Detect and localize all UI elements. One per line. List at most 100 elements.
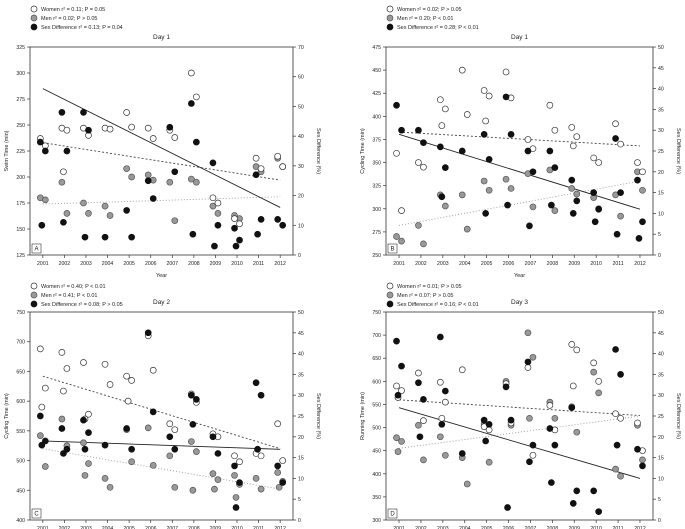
diff-point <box>254 445 261 453</box>
diff-point <box>573 197 581 205</box>
x-tick-label: 2008 <box>188 526 200 529</box>
women-point <box>612 120 619 128</box>
men-point <box>63 210 71 217</box>
diff-point <box>639 218 646 226</box>
legend-marker-women <box>30 282 38 290</box>
y-tick-label: 300 <box>372 518 381 524</box>
chart-title: Day 2 <box>153 299 170 306</box>
y-tick-label: 200 <box>16 175 25 181</box>
women-point <box>393 382 400 390</box>
women-point <box>438 414 446 422</box>
diff-point <box>524 358 532 366</box>
men-point <box>441 451 449 459</box>
diff-point <box>569 500 577 507</box>
y2-tick-label: 50 <box>298 310 304 316</box>
women-point <box>60 387 67 395</box>
men-point <box>80 199 87 207</box>
women-point <box>573 133 581 141</box>
y-tick-label: 425 <box>372 91 381 97</box>
men-point <box>524 329 532 337</box>
legend-marker-men <box>30 291 38 299</box>
legend-label-diff: Sex Difference r² = 0.13; P = 0.04 <box>41 25 123 31</box>
x-tick-label: 2011 <box>612 526 623 529</box>
diff-point <box>214 221 222 229</box>
diff-point <box>415 379 422 387</box>
x-tick-label: 2012 <box>634 526 646 529</box>
y2-tick-label: 10 <box>658 476 664 482</box>
y2-tick-label: 50 <box>298 104 304 110</box>
diff-point <box>257 215 265 223</box>
diff-point <box>551 441 559 449</box>
legend-marker-men <box>30 14 38 22</box>
diff-point <box>81 445 89 453</box>
men-point <box>394 448 402 455</box>
diff-point <box>595 205 603 213</box>
legend-label-women: Women r² = 0.11; P = 0.05 <box>41 7 105 13</box>
y2-tick-label: 45 <box>658 331 664 337</box>
men-point <box>128 458 135 466</box>
men-point <box>463 480 471 488</box>
women-point <box>279 457 287 464</box>
men-point <box>209 470 217 477</box>
diff-point <box>211 242 218 250</box>
women-point <box>436 96 444 104</box>
women-point <box>106 381 114 388</box>
women-point <box>236 458 243 466</box>
diff-point <box>274 215 282 223</box>
diff-point <box>189 420 197 428</box>
diff-point <box>232 242 240 250</box>
x-tick-label: 2005 <box>481 261 493 267</box>
legend-marker-women <box>30 5 38 13</box>
men-trend-line <box>42 196 281 205</box>
y2-tick-label: 35 <box>658 107 664 113</box>
y2-tick-label: 50 <box>658 310 664 316</box>
y-tick-label: 275 <box>16 97 25 103</box>
diff-point <box>188 100 195 107</box>
diff-point <box>524 147 532 155</box>
diff-point <box>612 135 619 142</box>
men-point <box>58 178 66 186</box>
diff-trend-line <box>398 133 641 210</box>
diff-point <box>526 222 533 230</box>
x-tick-label: 2008 <box>188 261 200 267</box>
diff-point <box>569 210 577 217</box>
y-axis-label: Running Time (min) <box>360 392 366 440</box>
women-point <box>193 93 200 101</box>
x-tick-label: 2004 <box>102 526 114 529</box>
y2-tick-label: 45 <box>658 66 664 72</box>
legend-marker-diff <box>30 300 38 308</box>
y2-axis-label: Sex Difference (%) <box>315 393 321 439</box>
legend-marker-diff <box>386 23 394 31</box>
y2-tick-label: 10 <box>298 476 304 482</box>
panel-letter: D <box>390 512 395 518</box>
women-point <box>595 377 603 385</box>
x-tick-label: 2001 <box>37 261 49 267</box>
diff-point <box>639 462 646 470</box>
men-point <box>166 178 174 186</box>
diff-point <box>529 441 537 449</box>
diff-point <box>189 230 197 238</box>
diff-point <box>279 221 287 229</box>
diff-point <box>504 201 511 209</box>
diff-point <box>188 391 195 399</box>
diff-point <box>123 425 130 432</box>
diff-point <box>507 131 515 138</box>
x-tick-label: 2003 <box>437 261 449 267</box>
y2-tick-label: 40 <box>658 352 664 358</box>
x-tick-label: 2008 <box>547 261 559 267</box>
women-point <box>58 349 66 356</box>
men-point <box>171 217 179 225</box>
legend-marker-men <box>386 291 394 299</box>
diff-point <box>63 147 71 155</box>
men-point <box>415 222 422 229</box>
y2-tick-label: 20 <box>658 170 664 176</box>
diff-point <box>393 337 400 345</box>
women-point <box>123 372 130 380</box>
x-tick-label: 2003 <box>80 526 92 529</box>
legend-label-women: Women r² = 0.02; P > 0.05 <box>397 7 462 13</box>
y-tick-label: 350 <box>372 495 381 501</box>
panel-letter-box <box>387 508 398 519</box>
men-point <box>231 472 238 479</box>
women-point <box>485 426 493 434</box>
x-tick-label: 2010 <box>231 526 243 529</box>
